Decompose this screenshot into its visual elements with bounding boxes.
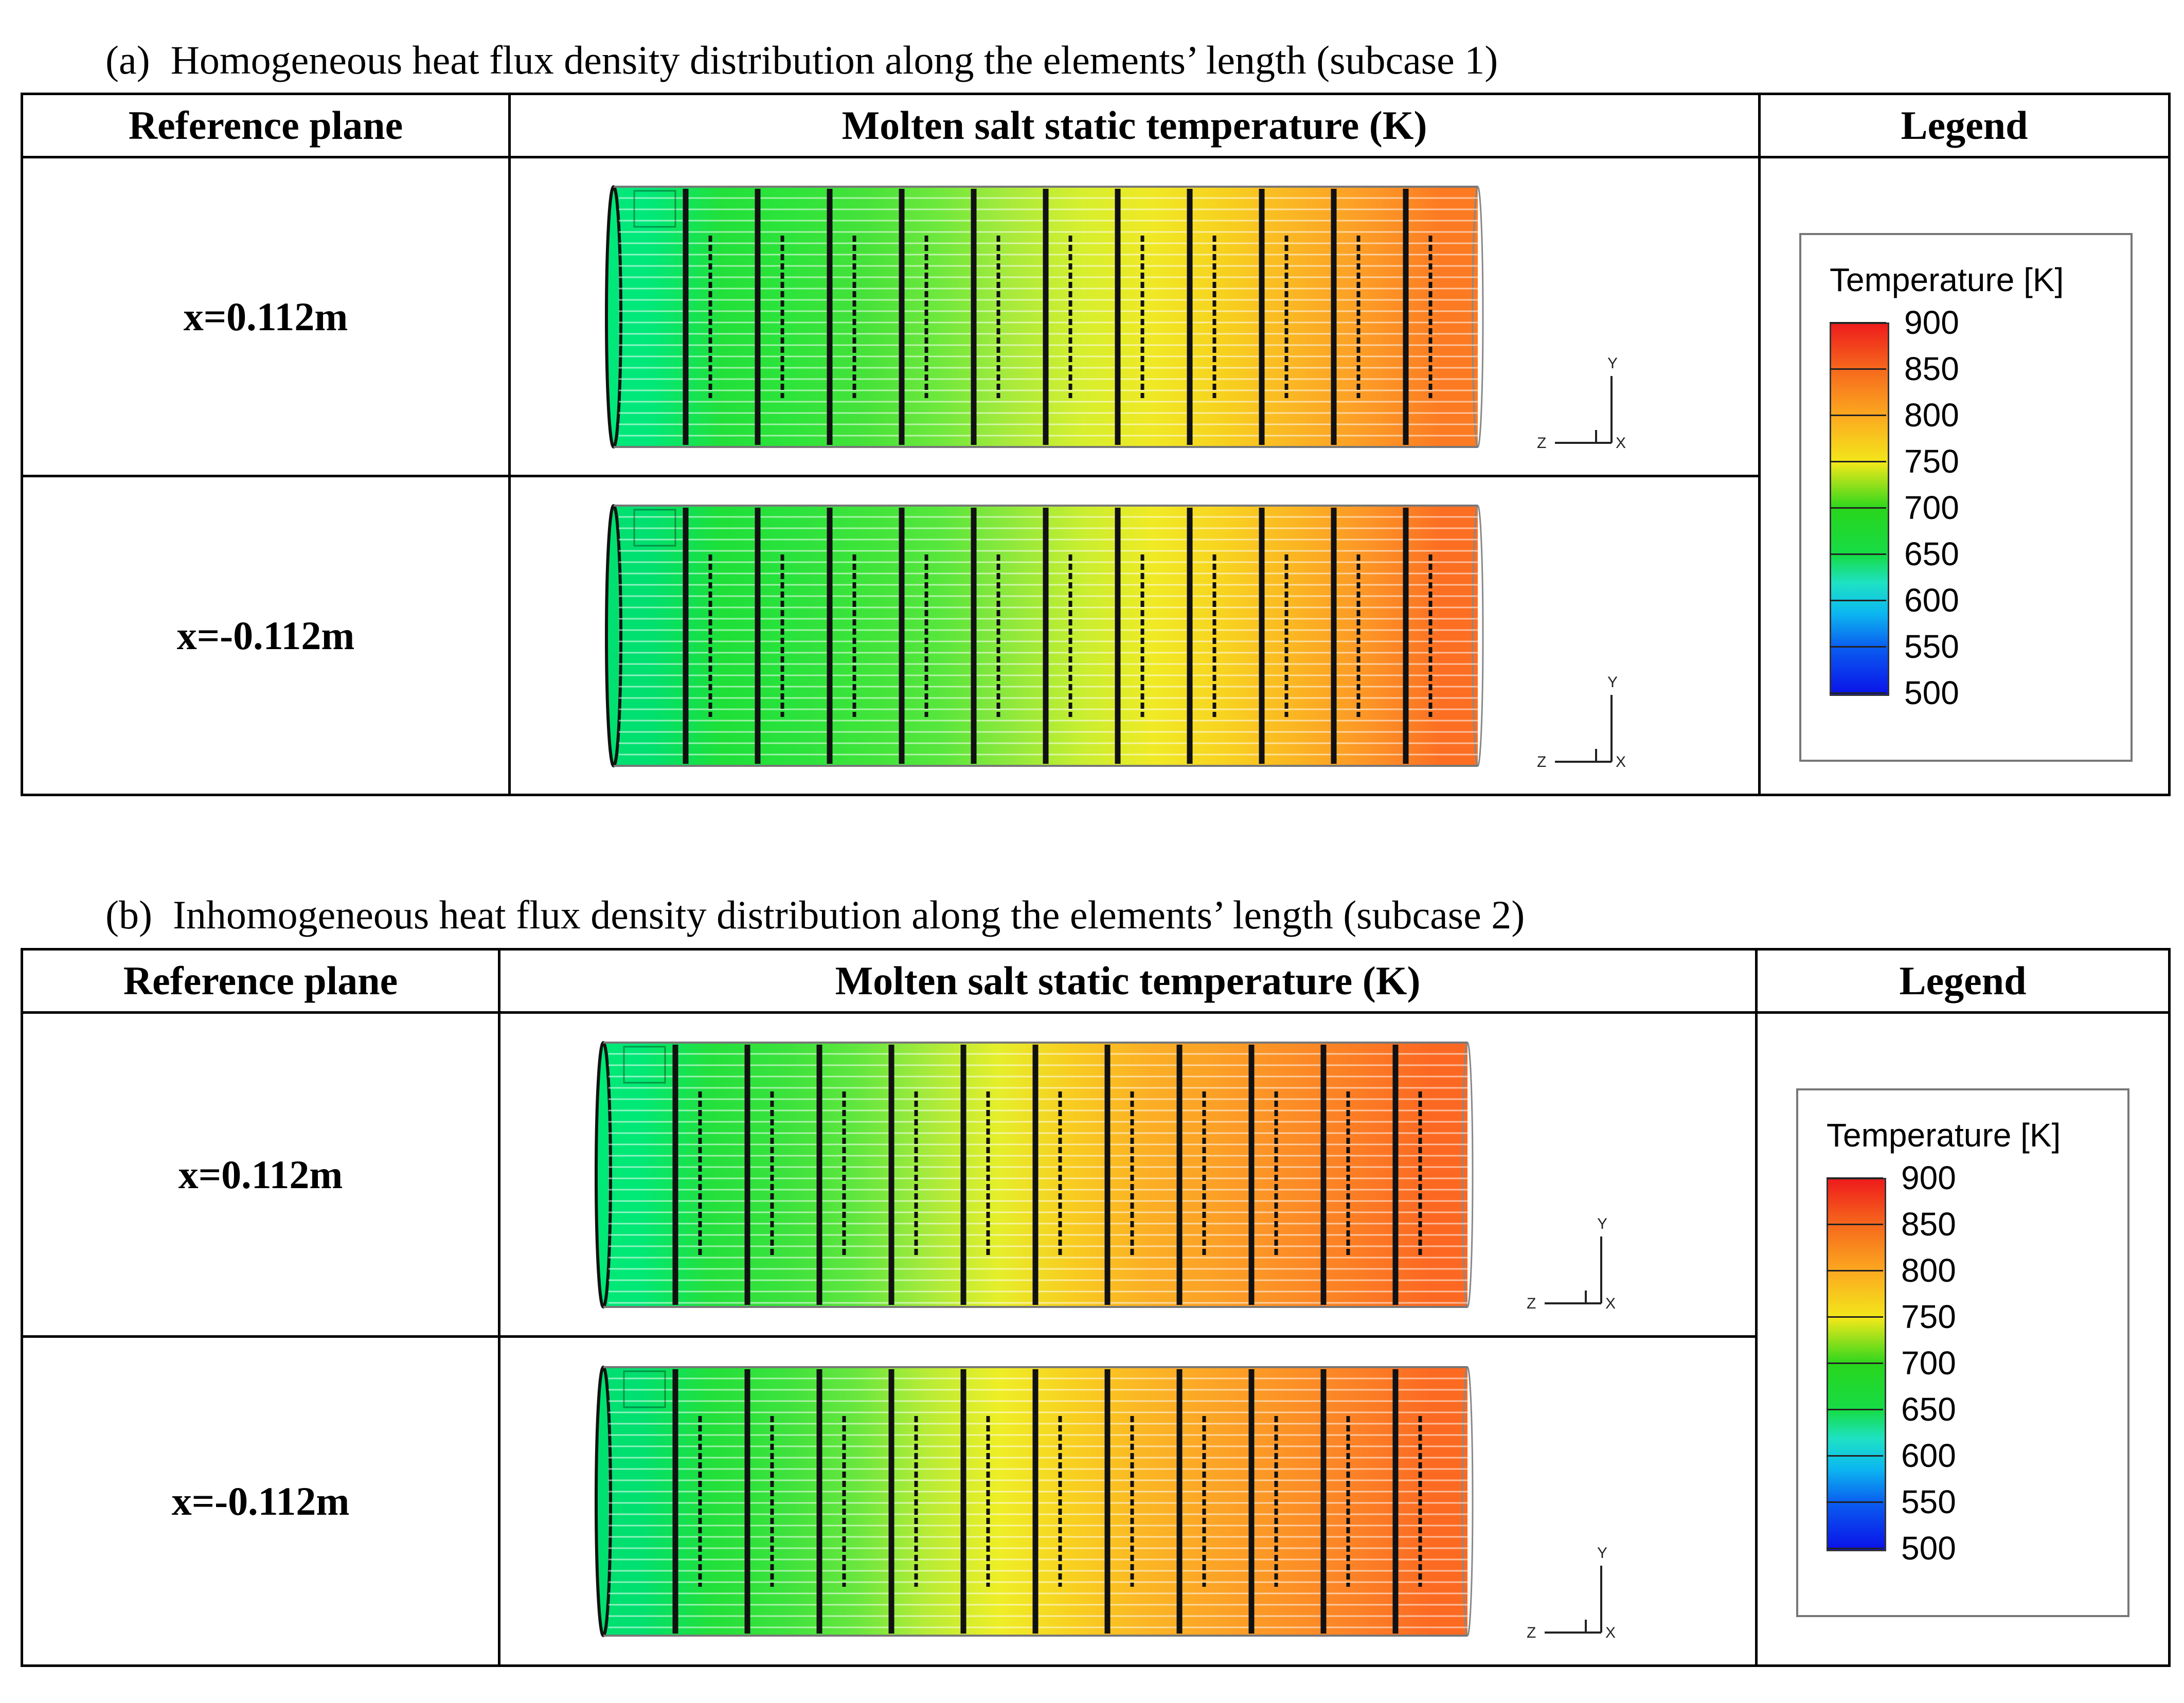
- temperature-contour-cell: Y Z X: [498, 1335, 1758, 1667]
- legend-title: Temperature [K]: [1830, 261, 2064, 298]
- legend-tick-label: 800: [1904, 397, 1959, 434]
- color-bar: [1830, 322, 1889, 696]
- caption-a-label: (a): [105, 38, 150, 82]
- legend-tick-label: 650: [1901, 1391, 1956, 1428]
- legend-tick-mark: [1827, 1316, 1883, 1318]
- legend-tick-label: 550: [1901, 1483, 1956, 1520]
- legend-tick-mark: [1830, 692, 1886, 694]
- caption-b: (b) Inhomogeneous heat flux density distr…: [105, 895, 1525, 935]
- header-reference-plane: Reference plane: [21, 93, 511, 158]
- reference-plane-cell: x=0.112m: [21, 1011, 500, 1338]
- temperature-contour: Y Z X: [595, 1041, 1616, 1312]
- x-axis-label: X: [1605, 1295, 1616, 1312]
- temperature-contour: Y Z X: [595, 1365, 1616, 1641]
- legend-tick-mark: [1827, 1270, 1883, 1271]
- caption-a-text: Homogeneous heat flux density distributi…: [170, 38, 1498, 82]
- x-axis-label: X: [1616, 754, 1626, 770]
- cylinder-inlet-end: [605, 185, 622, 449]
- legend-tick-mark: [1827, 1548, 1883, 1549]
- z-axis-label: Z: [1537, 754, 1546, 770]
- legend-tick-label: 750: [1904, 443, 1959, 480]
- legend-tick-label: 600: [1901, 1437, 1956, 1474]
- table-b: Reference plane Molten salt static tempe…: [21, 948, 2171, 1667]
- legend-tick-label: 650: [1904, 535, 1959, 572]
- legend-tick-mark: [1830, 368, 1886, 370]
- legend-box: Temperature [K] 900 850 800 750 700 650 600 550…: [1796, 1088, 2129, 1617]
- y-axis-label: Y: [1597, 1545, 1607, 1562]
- header-reference-plane: Reference plane: [21, 948, 500, 1014]
- legend-cell: Temperature [K] 900 850 800 750 700 650 600 550…: [1758, 156, 2171, 796]
- header-temperature: Molten salt static temperature (K): [498, 948, 1758, 1014]
- legend-box: Temperature [K] 900 850 800 750 700 650 600 550…: [1799, 233, 2133, 762]
- temperature-contour: Y Z X: [605, 185, 1626, 452]
- header-temperature: Molten salt static temperature (K): [508, 93, 1761, 158]
- x-axis-label: X: [1616, 435, 1626, 452]
- legend-tick-label: 600: [1904, 582, 1959, 619]
- z-axis-label: Z: [1537, 435, 1546, 452]
- legend-tick-label: 700: [1904, 489, 1959, 526]
- inlet-nozzle: [633, 509, 676, 546]
- inlet-nozzle: [623, 1046, 666, 1083]
- cylinder-inlet-end: [605, 504, 622, 767]
- caption-b-text: Inhomogeneous heat flux density distribu…: [172, 892, 1525, 937]
- temperature-contour-cell: Y Z X: [508, 475, 1761, 796]
- header-legend: Legend: [1755, 948, 2171, 1014]
- temperature-contour-cell: Y Z X: [508, 156, 1761, 477]
- cylinder-inlet-end: [595, 1041, 612, 1308]
- temperature-contour-cell: Y Z X: [498, 1011, 1758, 1338]
- legend-tick-label: 550: [1904, 628, 1959, 665]
- legend-tick-label: 900: [1901, 1159, 1956, 1196]
- legend-tick-label: 500: [1904, 674, 1959, 711]
- legend-tick-label: 750: [1901, 1298, 1956, 1335]
- legend-title: Temperature [K]: [1827, 1117, 2061, 1154]
- legend-tick-mark: [1830, 415, 1886, 416]
- cylinder-inlet-end: [595, 1365, 612, 1637]
- reference-plane-cell: x=-0.112m: [21, 475, 511, 796]
- x-axis-label: X: [1605, 1624, 1616, 1641]
- legend-tick-label: 850: [1904, 350, 1959, 387]
- legend-tick-label: 800: [1901, 1252, 1956, 1289]
- header-legend: Legend: [1758, 93, 2171, 158]
- y-axis-label: Y: [1597, 1215, 1607, 1232]
- legend-tick-mark: [1827, 1177, 1883, 1179]
- legend-tick-mark: [1830, 646, 1886, 648]
- z-axis-label: Z: [1527, 1295, 1536, 1312]
- legend-tick-label: 900: [1904, 304, 1959, 341]
- reference-plane-cell: x=0.112m: [21, 156, 511, 477]
- y-axis-label: Y: [1607, 355, 1618, 372]
- z-axis-label: Z: [1527, 1624, 1536, 1641]
- legend-tick-mark: [1827, 1455, 1883, 1457]
- legend-tick-mark: [1830, 461, 1886, 462]
- inlet-nozzle: [623, 1370, 666, 1408]
- y-axis-label: Y: [1607, 674, 1618, 691]
- inlet-nozzle: [633, 190, 676, 227]
- legend-tick-mark: [1827, 1224, 1883, 1225]
- color-bar: [1827, 1178, 1886, 1551]
- legend-tick-mark: [1830, 553, 1886, 555]
- caption-a: (a) Homogeneous heat flux density distrib…: [105, 40, 1498, 80]
- legend-tick-label: 700: [1901, 1345, 1956, 1382]
- temperature-contour: Y Z X: [605, 504, 1626, 770]
- legend-tick-label: 850: [1901, 1206, 1956, 1243]
- table-a: Reference plane Molten salt static tempe…: [21, 93, 2171, 796]
- legend-tick-label: 500: [1901, 1530, 1956, 1567]
- legend-tick-mark: [1827, 1501, 1883, 1503]
- legend-tick-mark: [1830, 322, 1886, 324]
- legend-tick-mark: [1827, 1409, 1883, 1410]
- legend-tick-mark: [1830, 600, 1886, 601]
- caption-b-label: (b): [105, 892, 152, 937]
- legend-cell: Temperature [K] 900 850 800 750 700 650 600 550…: [1755, 1011, 2171, 1667]
- legend-tick-mark: [1827, 1363, 1883, 1364]
- legend-tick-mark: [1830, 507, 1886, 509]
- reference-plane-cell: x=-0.112m: [21, 1335, 500, 1667]
